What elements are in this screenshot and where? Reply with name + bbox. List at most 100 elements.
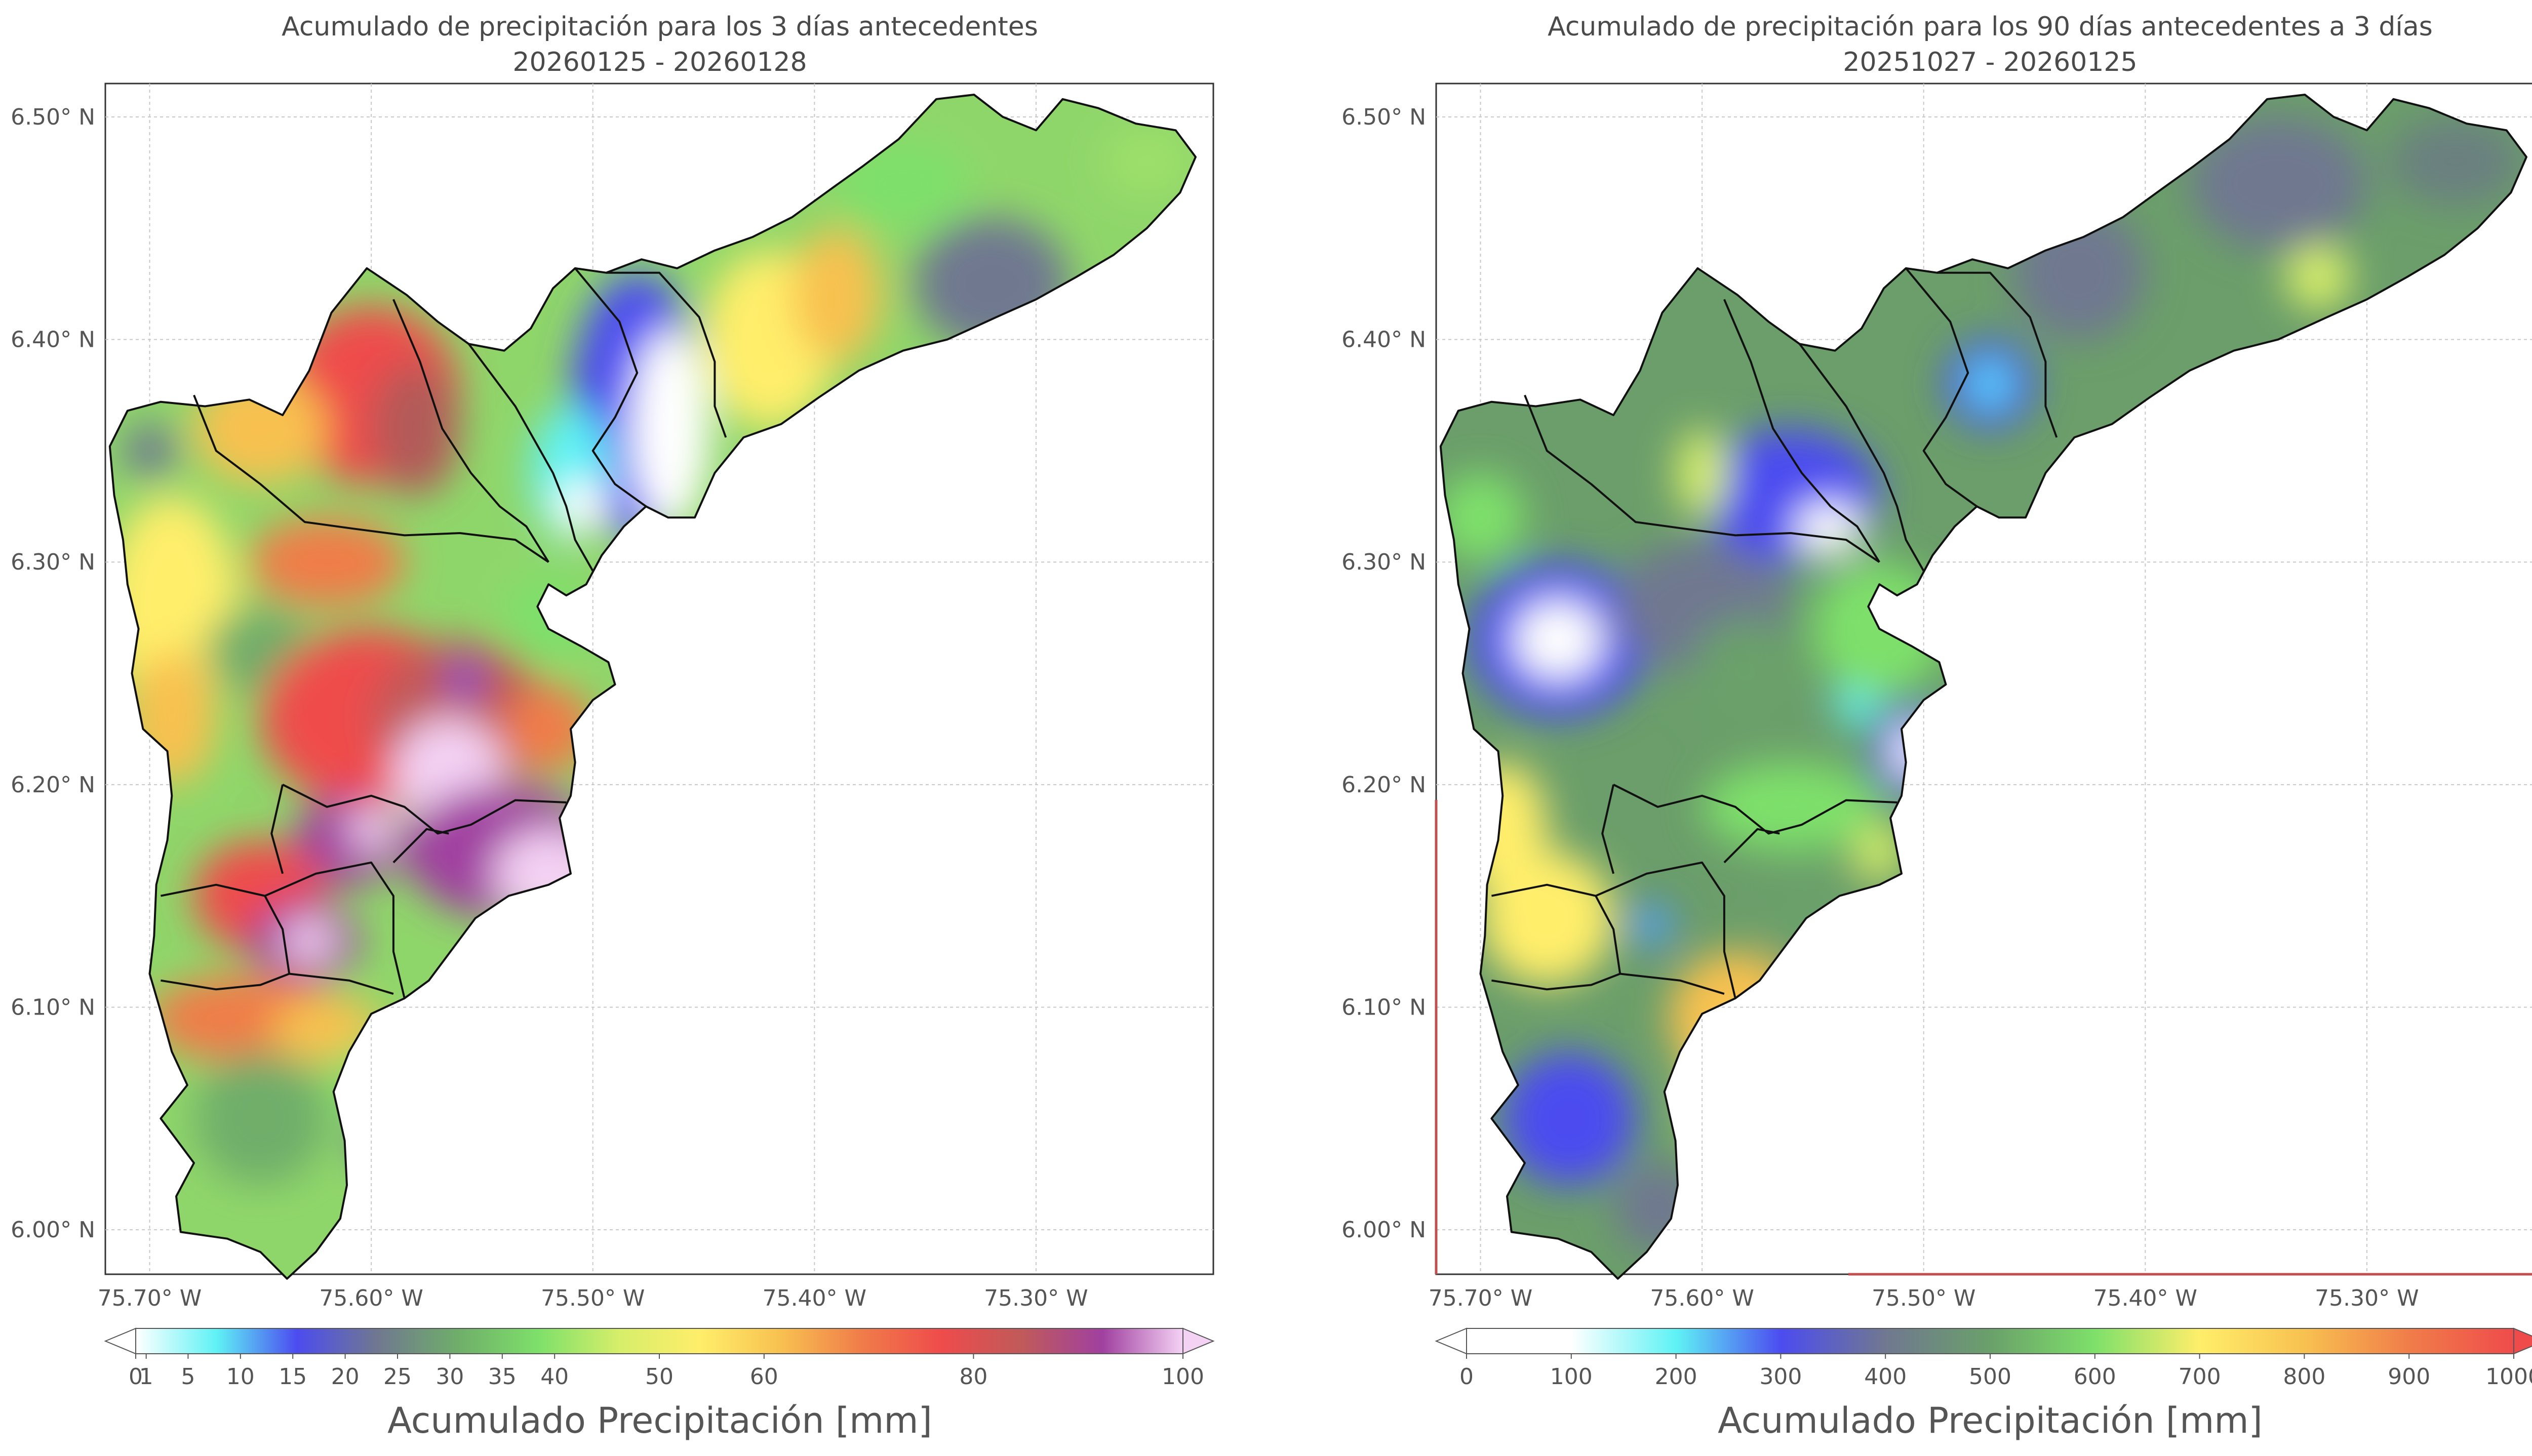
precip-blob	[1502, 1051, 1636, 1186]
colorbar-bar	[135, 1328, 1183, 1354]
axis-ticks: 75.70° W 75.60° W 75.50° W 75.40° W 75.30° W…	[1341, 104, 2419, 1311]
y-tick-label: 6.50° N	[11, 104, 95, 130]
x-tick-label: 75.70° W	[1429, 1285, 1532, 1311]
precip-blob	[249, 517, 405, 607]
x-tick-label: 75.60° W	[319, 1285, 423, 1311]
x-tick-label: 75.70° W	[98, 1285, 202, 1311]
colorbar-label: Acumulado Precipitación [mm]	[1718, 1400, 2263, 1441]
precip-blob	[1892, 724, 1933, 778]
precip-blob	[2285, 244, 2352, 311]
colorbar-tick-label: 15	[279, 1364, 307, 1390]
colorbar-tick-label: 30	[436, 1364, 464, 1390]
precip-blob	[1873, 706, 1953, 796]
y-tick-label: 6.00° N	[1341, 1217, 1426, 1243]
precip-blob	[1691, 618, 1802, 729]
municipal-boundary	[1619, 973, 1725, 995]
precip-blob	[1795, 502, 1862, 556]
x-tick-label: 75.30° W	[2315, 1285, 2419, 1311]
precip-blob	[504, 684, 593, 774]
colorbar-tick-label: 0	[129, 1364, 143, 1390]
map-frame	[104, 83, 1214, 1275]
y-tick-label: 6.30° N	[11, 549, 95, 575]
colorbar-tick-label: 20	[331, 1364, 360, 1390]
panel-90-days: Acumulado de precipitación para los 90 d…	[1341, 12, 2532, 1441]
y-tick-label: 6.50° N	[1341, 104, 1426, 130]
panel-3-days: Acumulado de precipitación para los 3 dí…	[11, 12, 1215, 1441]
precip-blob	[194, 373, 327, 484]
y-tick-label: 6.40° N	[11, 327, 95, 353]
colorbar: 0 100 200 300 400 500 600 700 800 900 1000	[1435, 1327, 2532, 1390]
precip-blob	[283, 918, 336, 963]
colorbar-tick-label: 700	[2179, 1364, 2221, 1390]
colorbar: 01 5 10 15 20 25 30 35 40 50 60 80 100	[104, 1327, 1215, 1390]
precip-blob	[1480, 851, 1614, 985]
precip-blob	[349, 806, 393, 852]
y-tick-label: 6.20° N	[1341, 772, 1426, 798]
precip-blob	[555, 479, 609, 534]
colorbar-tick-label: 800	[2283, 1364, 2325, 1390]
colorbar-tick-label: 50	[645, 1364, 674, 1390]
precip-blob	[1440, 473, 1525, 562]
colorbar-extend-low	[1435, 1327, 1467, 1355]
municipal-boundary	[193, 394, 549, 563]
municipal-boundary	[1905, 267, 1977, 507]
municipal-boundary	[1937, 271, 2058, 438]
municipal-boundary	[1723, 828, 1780, 864]
municipal-boundary	[270, 784, 284, 874]
municipal-boundary	[1601, 784, 1615, 874]
colorbar-tick-label: 80	[959, 1364, 987, 1390]
precip-field	[109, 95, 1196, 1279]
precip-blob	[792, 228, 881, 362]
precip-blob	[1514, 599, 1603, 680]
region-border	[1439, 94, 2527, 1280]
colorbar-extend-low	[104, 1327, 136, 1355]
colorbar-tick-label: 40	[540, 1364, 569, 1390]
precip-blob	[1768, 873, 1902, 963]
x-tick-label: 75.60° W	[1650, 1285, 1754, 1311]
x-tick-label: 75.50° W	[541, 1285, 645, 1311]
colorbar-tick-label: 25	[383, 1364, 412, 1390]
precip-blob	[1972, 361, 2008, 407]
municipal-boundary	[161, 973, 290, 991]
precip-blob	[1675, 428, 1729, 518]
x-tick-label: 75.30° W	[984, 1285, 1088, 1311]
precip-blob	[123, 424, 177, 478]
municipal-boundaries	[1491, 267, 2058, 999]
municipal-boundary	[606, 271, 727, 438]
colorbar-tick-label: 400	[1864, 1364, 1907, 1390]
municipal-boundary	[392, 299, 549, 563]
colorbar-tick-label: 100	[1550, 1364, 1593, 1390]
municipal-boundary	[1799, 343, 1925, 572]
precip-field	[1440, 95, 2526, 1279]
field-blobs	[109, 128, 1192, 1186]
chart-title: Acumulado de precipitación para los 3 dí…	[282, 12, 1038, 42]
x-tick-label: 75.50° W	[1872, 1285, 1975, 1311]
precip-blob	[2189, 116, 2367, 251]
precip-blob	[630, 328, 710, 529]
x-tick-label: 75.40° W	[2093, 1285, 2197, 1311]
x-tick-label: 75.40° W	[763, 1285, 866, 1311]
colorbar-tick-label: 200	[1655, 1364, 1697, 1390]
region-border	[108, 94, 1197, 1280]
precip-blob	[2389, 116, 2522, 206]
colorbar-tick-label: 300	[1759, 1364, 1802, 1390]
precip-blob	[449, 664, 480, 696]
colorbar-extend-high	[1182, 1327, 1215, 1355]
municipal-boundary	[1723, 299, 1880, 563]
colorbar-tick-label: 500	[1969, 1364, 2011, 1390]
y-tick-label: 6.10° N	[11, 994, 95, 1020]
precip-blob	[1852, 824, 1906, 878]
colorbar-bar	[1466, 1328, 2514, 1354]
colorbar-tick-label: 60	[750, 1364, 778, 1390]
colorbar-tick-label: 100	[1162, 1364, 1204, 1390]
precip-blob	[2012, 206, 2146, 340]
municipal-boundary	[468, 343, 594, 572]
municipal-boundary	[282, 784, 567, 835]
colorbar-tick-label: 0	[1459, 1364, 1474, 1390]
precip-blob	[194, 1051, 327, 1186]
colorbar-tick-label: 900	[2388, 1364, 2430, 1390]
municipal-boundary	[289, 973, 394, 995]
precip-blob	[109, 495, 239, 718]
colorbar-tick-label: 1000	[2485, 1364, 2532, 1390]
